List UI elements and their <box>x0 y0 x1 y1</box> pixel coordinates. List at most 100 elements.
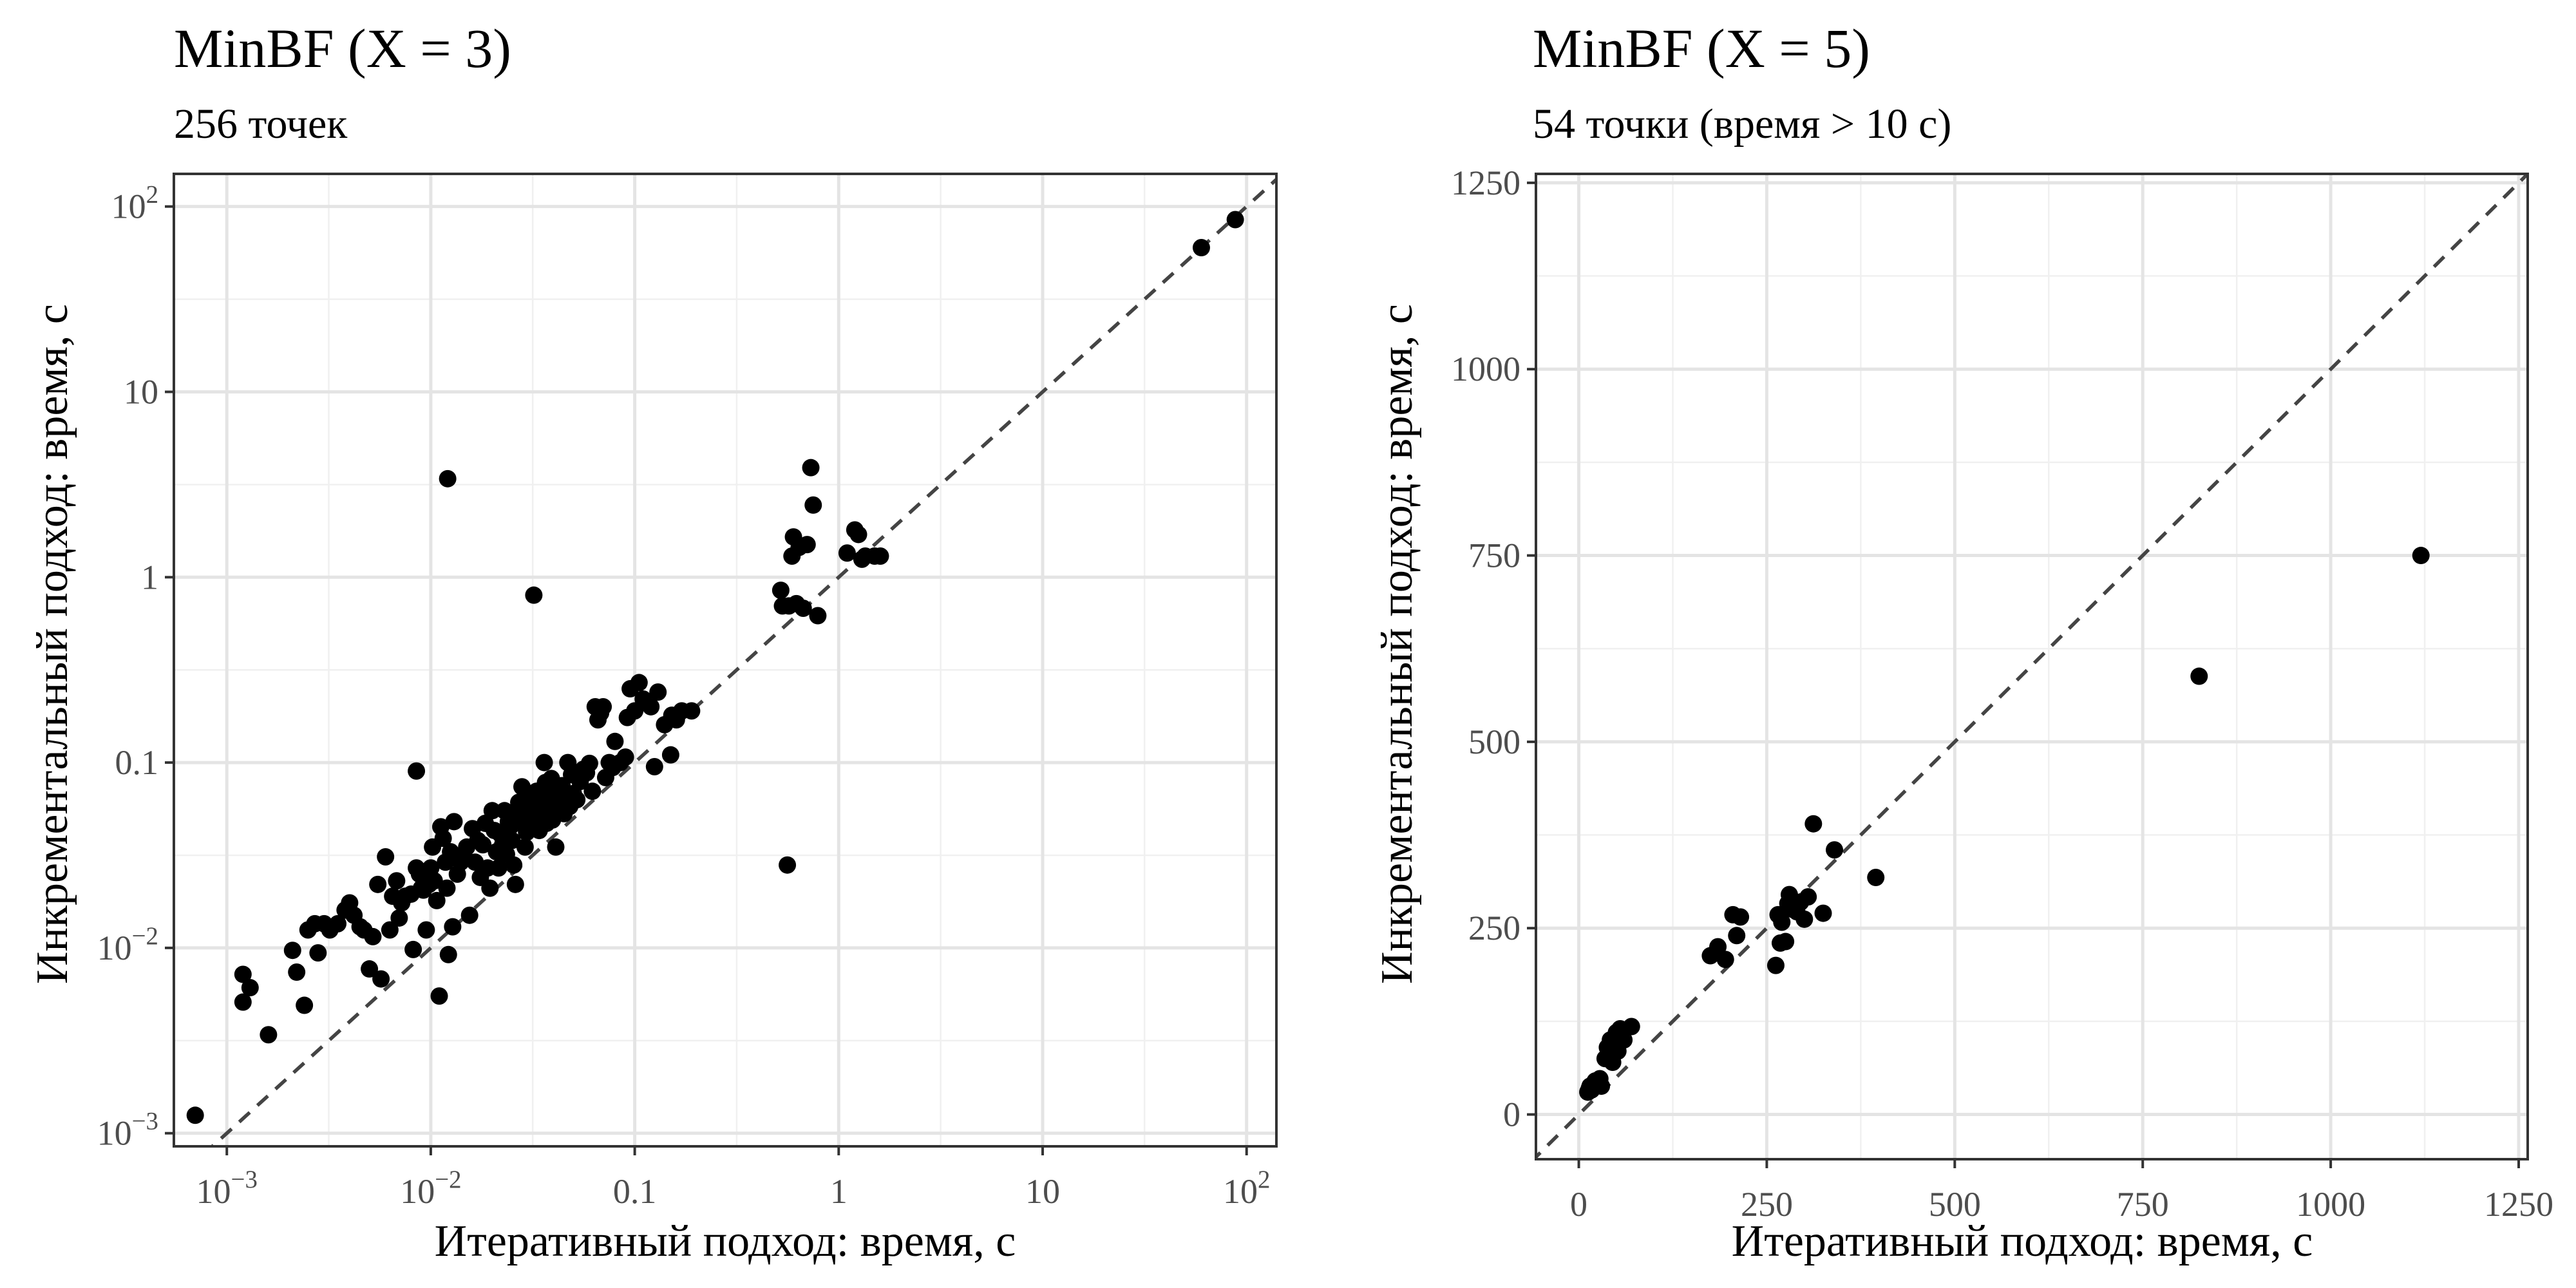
data-point <box>516 838 534 856</box>
data-point <box>481 879 499 897</box>
data-point <box>404 940 422 958</box>
data-point <box>425 872 443 890</box>
data-point <box>1777 933 1795 951</box>
data-point <box>683 702 701 720</box>
data-point <box>438 879 456 897</box>
data-point <box>1716 951 1734 969</box>
data-point <box>390 909 408 927</box>
x-tick-label: 0 <box>1570 1185 1587 1224</box>
y-tick-label: 750 <box>1468 536 1520 575</box>
data-point <box>802 459 820 477</box>
chart-title-right: MinBF (X = 5) <box>1533 17 1870 79</box>
data-point <box>288 963 306 981</box>
data-point <box>503 831 521 849</box>
x-axis-label-right: Итеративный подход: время, с <box>1731 1217 2313 1266</box>
panel-border-left <box>173 173 1278 1148</box>
y-tick-label: 1 <box>141 558 158 596</box>
data-point <box>186 1106 204 1124</box>
data-point <box>594 697 612 715</box>
data-point <box>849 526 867 544</box>
data-point <box>329 914 347 933</box>
data-point <box>361 960 379 978</box>
y-tick-label: 10 <box>124 372 158 411</box>
data-point <box>1615 1031 1633 1049</box>
x-tick-label: 10−3 <box>196 1166 258 1211</box>
data-point <box>1622 1018 1640 1036</box>
data-point <box>1867 869 1885 887</box>
data-point <box>1814 904 1832 922</box>
y-tick-label: 1000 <box>1451 350 1520 388</box>
data-point <box>234 965 252 983</box>
data-point <box>260 1026 278 1044</box>
data-point <box>645 757 663 775</box>
data-point <box>377 848 395 866</box>
data-point <box>2190 667 2208 685</box>
data-point <box>505 856 523 874</box>
data-point <box>871 547 889 565</box>
x-tick-label: 102 <box>1223 1166 1270 1211</box>
x-tick-label: 10−2 <box>400 1166 461 1211</box>
data-point <box>474 836 492 854</box>
x-tick-label: 500 <box>1929 1185 1981 1224</box>
data-point <box>309 944 327 962</box>
chart-title-left: MinBF (X = 3) <box>174 17 511 79</box>
x-axis-label-left: Итеративный подход: время, с <box>434 1217 1016 1266</box>
y-tick-label: 0 <box>1503 1095 1520 1134</box>
data-point <box>794 599 812 617</box>
data-point <box>388 872 406 890</box>
data-point <box>525 586 543 604</box>
data-point <box>1766 956 1785 974</box>
data-point <box>364 927 382 945</box>
data-point <box>430 987 448 1005</box>
x-tick-label: 250 <box>1741 1185 1793 1224</box>
x-tick-label: 10 <box>1025 1172 1060 1211</box>
data-point <box>1728 927 1746 945</box>
data-point <box>583 782 601 800</box>
data-point <box>283 942 301 960</box>
data-point <box>1226 211 1244 229</box>
data-point <box>444 918 462 936</box>
data-point <box>1795 910 1814 928</box>
data-point <box>649 683 667 701</box>
data-point <box>661 746 679 764</box>
data-point <box>1826 841 1844 859</box>
plot-background-right <box>1536 174 2528 1159</box>
panel-border-right <box>1535 173 2529 1160</box>
data-point <box>372 970 390 988</box>
plot-background-left <box>174 174 1276 1146</box>
data-point <box>1192 239 1210 257</box>
x-tick-label: 750 <box>2117 1185 2169 1224</box>
data-point <box>772 582 790 600</box>
chart-subtitle-right: 54 точки (время > 10 с) <box>1533 100 1952 147</box>
data-point <box>460 906 478 924</box>
y-tick-label: 1250 <box>1451 164 1520 202</box>
data-point <box>506 875 524 893</box>
data-point <box>1804 815 1823 833</box>
data-point <box>434 829 452 848</box>
y-tick-label: 10−2 <box>97 922 158 967</box>
data-point <box>439 469 457 488</box>
data-point <box>1773 913 1791 931</box>
data-point <box>296 996 314 1014</box>
y-tick-label: 500 <box>1468 723 1520 761</box>
data-point <box>804 496 822 514</box>
data-point <box>606 732 624 750</box>
data-point <box>234 993 252 1011</box>
data-point <box>809 607 827 625</box>
data-point <box>489 859 507 877</box>
data-point <box>445 813 463 831</box>
data-point <box>616 748 634 766</box>
data-point <box>779 856 797 874</box>
data-point <box>642 697 660 715</box>
data-point <box>580 754 598 772</box>
data-point <box>381 921 399 939</box>
data-point <box>1593 1077 1611 1095</box>
data-point <box>483 802 501 820</box>
data-point <box>535 753 553 772</box>
chart-subtitle-left: 256 точек <box>174 100 348 147</box>
data-point <box>369 875 387 893</box>
data-point <box>241 979 259 997</box>
y-tick-label: 250 <box>1468 909 1520 947</box>
